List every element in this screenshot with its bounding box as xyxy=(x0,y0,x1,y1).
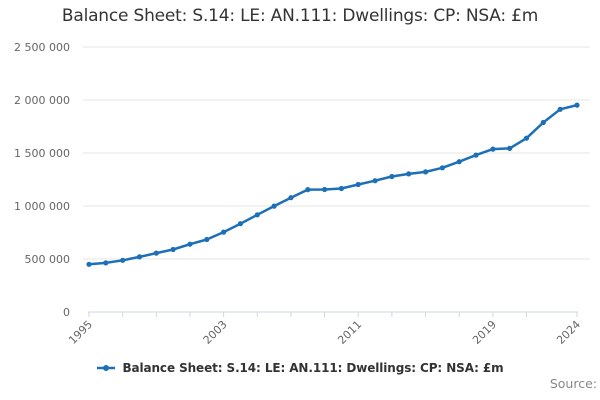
x-axis-label: 1995 xyxy=(66,318,95,347)
data-point-marker[interactable] xyxy=(557,106,563,112)
data-point-marker[interactable] xyxy=(355,181,361,188)
data-point-marker[interactable] xyxy=(120,257,126,263)
data-point-marker[interactable] xyxy=(254,212,260,218)
data-point-marker[interactable] xyxy=(136,254,143,260)
legend: Balance Sheet: S.14: LE: AN.111: Dwellin… xyxy=(0,361,600,375)
data-point-marker[interactable] xyxy=(103,260,109,266)
data-point-marker[interactable] xyxy=(574,102,580,108)
x-axis-label: 2011 xyxy=(335,318,364,347)
data-point-marker[interactable] xyxy=(372,178,378,184)
x-axis-label: 2019 xyxy=(470,318,499,347)
data-point-marker[interactable] xyxy=(86,261,92,267)
legend-line-icon xyxy=(97,365,116,371)
data-point-marker[interactable] xyxy=(170,246,176,253)
y-axis-label: 1 500 000 xyxy=(14,147,70,160)
source-label: Source: xyxy=(549,376,597,391)
data-point-marker[interactable] xyxy=(187,241,193,247)
data-point-marker[interactable] xyxy=(288,195,294,201)
data-point-marker[interactable] xyxy=(439,165,445,171)
series-line xyxy=(87,103,579,266)
chart-title: Balance Sheet: S.14: LE: AN.111: Dwellin… xyxy=(61,6,539,26)
data-point-marker[interactable] xyxy=(540,119,546,126)
y-axis-label: 2 000 000 xyxy=(14,94,70,107)
data-point-marker[interactable] xyxy=(153,250,159,256)
data-point-marker[interactable] xyxy=(204,236,210,243)
data-point-marker[interactable] xyxy=(406,171,412,177)
legend-item[interactable]: Balance Sheet: S.14: LE: AN.111: Dwellin… xyxy=(96,361,504,375)
data-point-marker[interactable] xyxy=(237,221,243,227)
data-point-marker[interactable] xyxy=(271,203,277,209)
data-point-marker[interactable] xyxy=(523,135,530,141)
y-axis-label: 2 500 000 xyxy=(14,41,70,54)
y-axis-label: 500 000 xyxy=(25,253,71,266)
x-axis-label: 2003 xyxy=(201,318,230,347)
data-point-marker[interactable] xyxy=(305,187,311,193)
data-point-marker[interactable] xyxy=(221,229,227,235)
data-point-marker[interactable] xyxy=(473,152,479,158)
y-axis-label: 0 xyxy=(63,306,70,319)
data-point-marker[interactable] xyxy=(490,146,496,152)
data-point-marker[interactable] xyxy=(338,185,344,192)
x-axis-label: 2024 xyxy=(554,318,583,347)
data-point-marker[interactable] xyxy=(389,173,395,180)
data-point-marker[interactable] xyxy=(322,186,328,193)
legend-label: Balance Sheet: S.14: LE: AN.111: Dwellin… xyxy=(122,361,504,375)
data-point-marker[interactable] xyxy=(423,169,429,175)
data-point-marker[interactable] xyxy=(456,159,462,165)
data-point-marker[interactable] xyxy=(507,145,513,151)
y-axis-label: 1 000 000 xyxy=(14,200,70,213)
